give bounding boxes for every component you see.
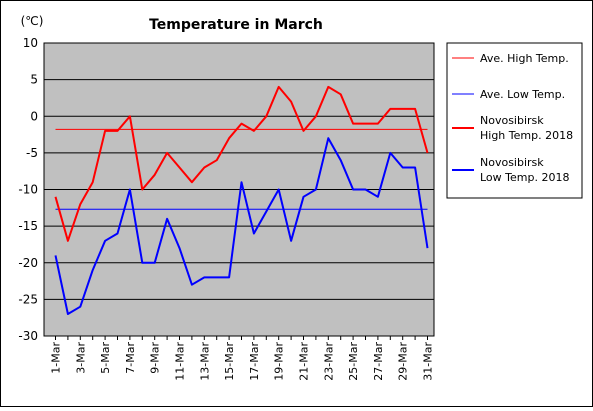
series-line [54, 85, 429, 242]
x-tick-label: 23-Mar [322, 342, 335, 381]
x-tick-label: 29-Mar [397, 342, 410, 381]
x-tick-label: 7-Mar [124, 342, 137, 374]
y-unit-label: (℃) [21, 14, 44, 28]
legend: Ave. High Temp. Ave. Low Temp. Novosibirsk… [452, 52, 573, 184]
x-tick-label: 31-Mar [422, 342, 435, 381]
legend-label: Novosibirsk [480, 156, 544, 169]
legend-box [446, 42, 583, 199]
legend-label: Ave. High Temp. [480, 52, 569, 65]
y-tick-label: 0 [30, 109, 38, 123]
x-tick-label: 5-Mar [99, 342, 112, 374]
x-tick-label: 21-Mar [298, 342, 311, 381]
x-tick-label: 19-Mar [273, 342, 286, 381]
legend-label: Low Temp. 2018 [480, 171, 569, 184]
y-tick-label: -5 [26, 146, 38, 160]
x-tick-label: 27-Mar [372, 342, 385, 381]
x-axis: 1-Mar 3-Mar 5-Mar 7-Mar 9-Mar 11-Mar 13-Mar 15-… [50, 336, 435, 381]
y-tick-label: -25 [18, 292, 38, 306]
grid-lines [44, 79, 434, 300]
legend-label: High Temp. 2018 [480, 129, 573, 142]
x-tick-label: 1-Mar [50, 342, 63, 374]
y-tick-label: -15 [18, 219, 38, 233]
x-tick-label: 25-Mar [347, 342, 360, 381]
x-tick-label: 13-Mar [198, 342, 211, 381]
y-tick-label: 5 [30, 73, 38, 87]
legend-label: Novosibirsk [480, 114, 544, 127]
x-tick-label: 11-Mar [174, 342, 187, 381]
y-axis: 10 5 0 -5 -10 -15 -20 -25 -30 [18, 36, 38, 343]
x-tick-label: 15-Mar [223, 342, 236, 381]
series-lines [54, 85, 429, 315]
y-tick-label: -10 [18, 183, 38, 197]
x-tick-label: 17-Mar [248, 342, 261, 381]
y-tick-label: 10 [23, 36, 38, 50]
y-tick-label: -30 [18, 329, 38, 343]
x-tick-label: 3-Mar [74, 342, 87, 374]
x-tick-label: 9-Mar [149, 342, 162, 374]
legend-label: Ave. Low Temp. [480, 88, 565, 101]
series-line [54, 137, 429, 315]
chart-title: Temperature in March [149, 17, 323, 33]
y-tick-label: -20 [18, 256, 38, 270]
